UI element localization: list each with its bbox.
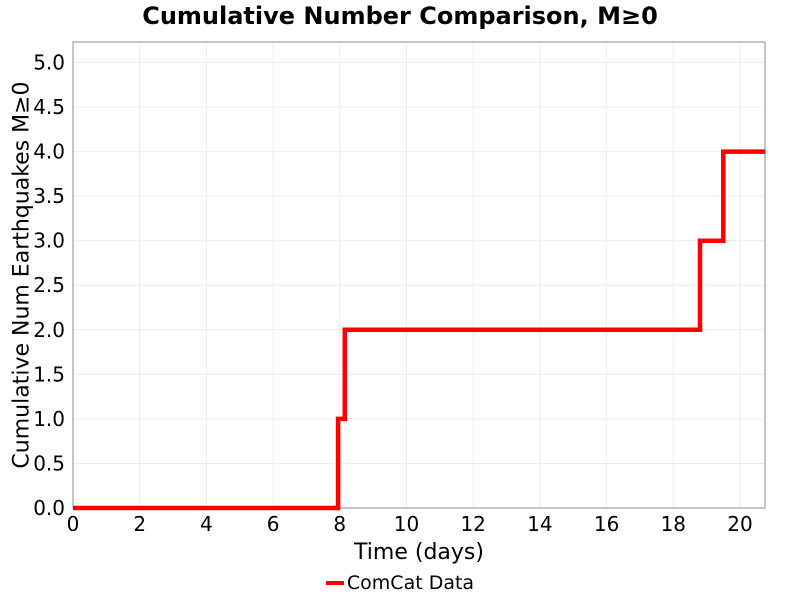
y-tick-label: 0.5 <box>33 451 65 475</box>
y-tick-label: 4.0 <box>33 140 65 164</box>
y-axis-label: Cumulative Num Earthquakes M≥0 <box>9 81 35 469</box>
y-tick-label: 1.0 <box>33 407 65 431</box>
plot-border <box>72 41 766 509</box>
y-tick-label: 0.0 <box>33 496 65 520</box>
x-tick-label: 12 <box>460 512 485 536</box>
x-tick-label: 20 <box>727 512 752 536</box>
x-tick-label: 2 <box>133 512 146 536</box>
x-tick-label: 14 <box>527 512 552 536</box>
y-tick-label: 2.0 <box>33 318 65 342</box>
y-tick-label: 1.5 <box>33 362 65 386</box>
y-tick-label: 5.0 <box>33 50 65 74</box>
legend-label: ComCat Data <box>346 572 475 594</box>
comcat-step-line <box>73 149 765 511</box>
legend-line-swatch <box>325 581 344 585</box>
x-axis-label: Time (days) <box>354 540 484 565</box>
y-tick-label: 2.5 <box>33 273 65 297</box>
y-tick-label: 3.0 <box>33 229 65 253</box>
x-tick-label: 10 <box>394 512 419 536</box>
x-tick-label: 6 <box>267 512 280 536</box>
y-tick-label: 3.5 <box>33 184 65 208</box>
x-tick-label: 8 <box>333 512 346 536</box>
x-tick-label: 16 <box>594 512 619 536</box>
x-tick-label: 0 <box>67 512 80 536</box>
chart-title: Cumulative Number Comparison, M≥0 <box>142 2 658 30</box>
legend: ComCat Data <box>0 571 800 595</box>
x-tick-label: 4 <box>200 512 213 536</box>
y-tick-label: 4.5 <box>33 95 65 119</box>
x-tick-label: 18 <box>661 512 686 536</box>
